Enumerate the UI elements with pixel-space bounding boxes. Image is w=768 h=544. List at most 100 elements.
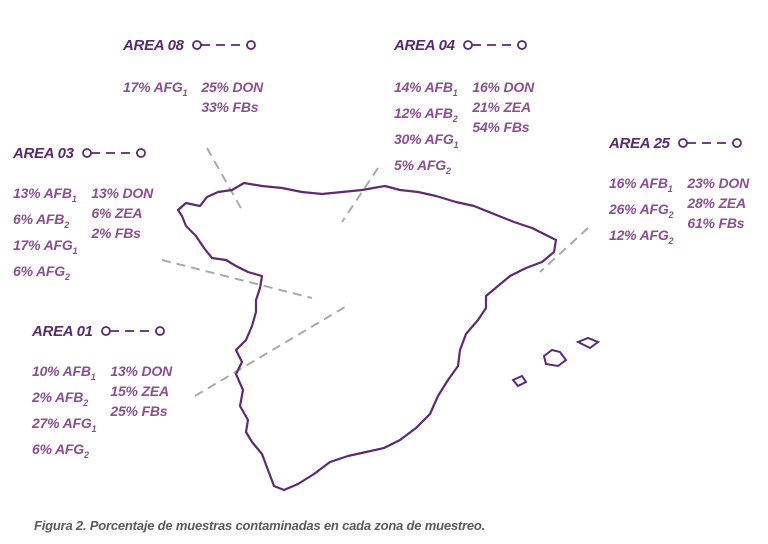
value-text: 12% AFB: [394, 105, 453, 121]
value-subscript: 1: [452, 88, 458, 98]
area-01-title: AREA 01: [32, 322, 93, 340]
value-subscript: 1: [91, 424, 97, 434]
value-text: 21% ZEA: [472, 99, 531, 115]
value-entry: 16% AFB1: [609, 173, 673, 199]
value-text: 27% AFG: [32, 415, 92, 431]
mainland-outline: [176, 181, 558, 492]
value-text: 17% AFG: [13, 237, 73, 253]
value-entry: 30% AFG1: [394, 129, 459, 155]
value-subscript: 2: [64, 272, 70, 282]
value-text: 6% AFG: [32, 441, 84, 457]
value-text: 14% AFB: [394, 79, 453, 95]
value-subscript: 2: [83, 450, 89, 460]
value-text: 30% AFG: [394, 131, 454, 147]
value-entry: 54% FBs: [472, 117, 534, 137]
area-03-title: AREA 03: [13, 144, 74, 162]
value-text: 13% DON: [91, 185, 153, 201]
leader-area-01: [194, 303, 351, 397]
area-25-col1: 16% AFB1 26% AFG2 12% AFG2: [609, 173, 674, 251]
area-25-title: AREA 25: [609, 134, 670, 152]
area-01-block: AREA 01 10% AFB1 2% AFB2 27% AFG1 6% AFG2 1…: [32, 321, 172, 465]
value-text: 10% AFB: [32, 363, 91, 379]
value-subscript: 1: [667, 184, 673, 194]
connector-icon: [191, 40, 256, 50]
value-entry: 25% DON: [201, 77, 263, 97]
value-subscript: 1: [71, 194, 77, 204]
connector-icon: [462, 40, 527, 50]
area-03-col2: 13% DON 6% ZEA 2% FBs: [91, 183, 153, 287]
value-entry: 33% FBs: [201, 97, 263, 117]
mallorca-outline: [542, 348, 568, 368]
value-entry: 17% AFG1: [13, 235, 78, 261]
value-text: 2% AFB: [32, 389, 84, 405]
area-08-col1: 17% AFG1: [123, 77, 188, 117]
area-01-col2: 13% DON 15% ZEA 25% FBs: [110, 361, 172, 465]
value-text: 17% AFG: [123, 79, 183, 95]
value-entry: 6% ZEA: [91, 203, 153, 223]
value-entry: 28% ZEA: [687, 193, 749, 213]
value-entry: 26% AFG2: [609, 199, 674, 225]
area-25-col2: 23% DON 28% ZEA 61% FBs: [687, 173, 749, 251]
value-text: 25% FBs: [110, 403, 168, 419]
value-text: 6% AFG: [13, 263, 65, 279]
value-text: 26% AFG: [609, 201, 669, 217]
value-text: 16% DON: [472, 79, 534, 95]
area-08-title: AREA 08: [123, 36, 184, 54]
area-08-col2: 25% DON 33% FBs: [201, 77, 263, 117]
value-text: 16% AFB: [609, 175, 668, 191]
value-entry: 15% ZEA: [110, 381, 172, 401]
value-text: 13% DON: [110, 363, 172, 379]
value-subscript: 1: [182, 88, 188, 98]
area-04-title: AREA 04: [394, 36, 455, 54]
value-entry: 25% FBs: [110, 401, 172, 421]
value-entry: 6% AFG2: [13, 261, 77, 287]
leader-area-03: [161, 259, 313, 299]
area-25-block: AREA 25 16% AFB1 26% AFG2 12% AFG2 23% DON…: [609, 133, 749, 251]
leader-area-04: [341, 167, 379, 223]
value-text: 33% FBs: [201, 99, 259, 115]
value-entry: 17% AFG1: [123, 77, 188, 103]
area-03-col1: 13% AFB1 6% AFB2 17% AFG1 6% AFG2: [13, 183, 78, 287]
connector-icon: [677, 138, 742, 148]
value-entry: 2% FBs: [91, 223, 153, 243]
area-04-block: AREA 04 14% AFB1 12% AFB2 30% AFG1 5% AFG2 …: [394, 35, 534, 181]
value-entry: 12% AFB2: [394, 103, 458, 129]
value-entry: 6% AFG2: [32, 439, 96, 465]
value-entry: 6% AFB2: [13, 209, 77, 235]
value-text: 13% AFB: [13, 185, 72, 201]
value-entry: 14% AFB1: [394, 77, 458, 103]
area-04-col2: 16% DON 21% ZEA 54% FBs: [472, 77, 534, 181]
value-text: 12% AFG: [609, 227, 669, 243]
value-subscript: 2: [83, 398, 88, 408]
value-entry: 13% AFB1: [13, 183, 77, 209]
value-subscript: 2: [668, 210, 674, 220]
area-08-block: AREA 08 17% AFG1 25% DON 33% FBs: [123, 35, 263, 117]
value-subscript: 2: [452, 114, 458, 124]
value-text: 25% DON: [201, 79, 263, 95]
value-entry: 23% DON: [687, 173, 749, 193]
area-01-col1: 10% AFB1 2% AFB2 27% AFG1 6% AFG2: [32, 361, 97, 465]
value-text: 28% ZEA: [687, 195, 746, 211]
connector-icon: [81, 148, 146, 158]
leader-area-08: [206, 147, 243, 211]
value-text: 6% AFB: [13, 211, 65, 227]
area-03-block: AREA 03 13% AFB1 6% AFB2 17% AFG1 6% AFG2 1…: [13, 143, 153, 287]
value-entry: 13% DON: [91, 183, 153, 203]
figure-caption: Figura 2. Porcentaje de muestras contami…: [34, 518, 486, 533]
leader-area-25: [539, 227, 589, 273]
ibiza-outline: [511, 374, 528, 388]
value-subscript: 1: [90, 372, 96, 382]
value-entry: 61% FBs: [687, 213, 749, 233]
value-entry: 2% AFB2: [32, 387, 96, 413]
value-entry: 12% AFG2: [609, 225, 674, 251]
value-text: 6% ZEA: [91, 205, 143, 221]
value-text: 2% FBs: [91, 225, 141, 241]
area-04-col1: 14% AFB1 12% AFB2 30% AFG1 5% AFG2: [394, 77, 459, 181]
value-subscript: 2: [668, 236, 674, 246]
menorca-outline: [575, 336, 601, 350]
value-entry: 21% ZEA: [472, 97, 534, 117]
value-text: 5% AFG: [394, 157, 446, 173]
value-text: 15% ZEA: [110, 383, 169, 399]
value-text: 61% FBs: [687, 215, 745, 231]
